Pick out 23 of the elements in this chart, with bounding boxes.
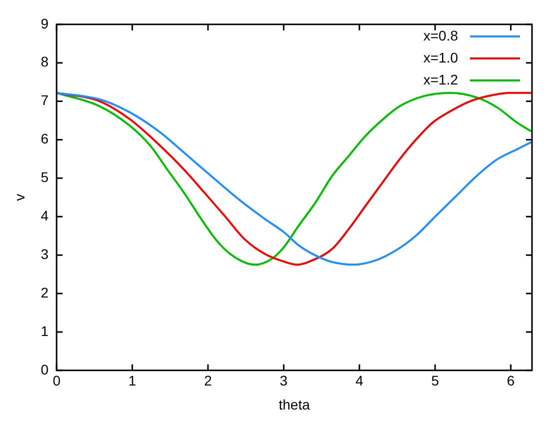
y-tick-label: 4 [40,207,49,224]
x-axis-title: theta [278,396,310,412]
legend-label: x=0.8 [423,27,458,44]
x-tick-label: 1 [128,372,136,389]
y-tick-label: 7 [40,92,49,108]
x-tick-label: 6 [506,372,515,389]
y-tick-label: 0 [40,361,49,378]
y-tick-label: 6 [40,130,49,147]
x-tick-label: 5 [431,372,440,389]
y-tick-label: 9 [40,15,49,32]
legend-label: x=1.2 [423,71,458,88]
legend-label: x=1.0 [423,49,458,66]
x-tick-label: 2 [204,372,212,389]
x-tick-label: 3 [280,372,288,389]
x-tick-label: 0 [52,372,61,389]
y-tick-label: 3 [40,246,49,262]
y-tick-label: 2 [40,284,49,300]
y-tick-label: 8 [40,54,49,70]
y-axis-title: v [11,194,28,201]
y-tick-label: 5 [40,169,49,186]
x-tick-label: 4 [356,372,364,389]
line-series [56,92,532,266]
y-tick-label: 1 [40,322,49,339]
